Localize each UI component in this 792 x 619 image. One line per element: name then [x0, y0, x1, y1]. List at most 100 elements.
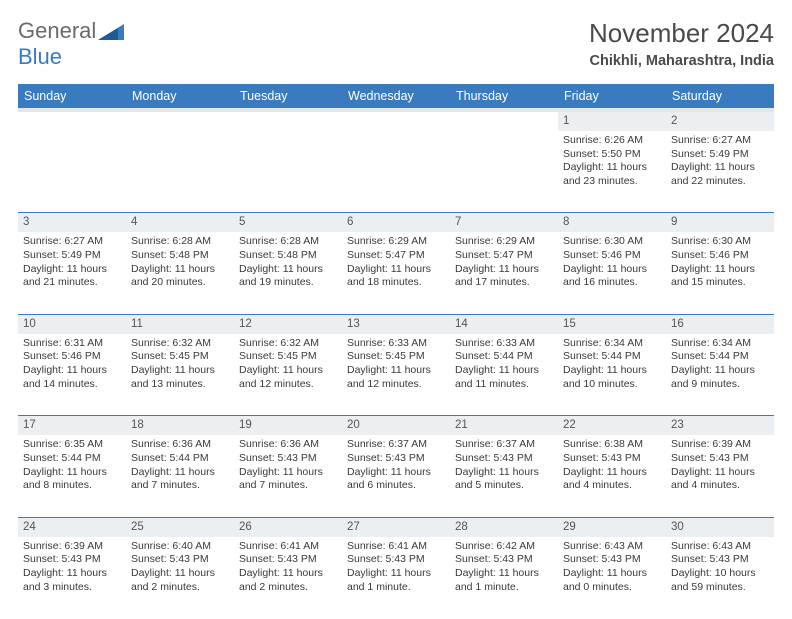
day-content-cell: Sunrise: 6:29 AMSunset: 5:47 PMDaylight:…	[342, 232, 450, 314]
logo: General Blue	[18, 18, 126, 70]
sunset-text: Sunset: 5:46 PM	[563, 249, 661, 263]
sunrise-text: Sunrise: 6:30 AM	[563, 235, 661, 249]
sunrise-text: Sunrise: 6:28 AM	[131, 235, 229, 249]
weekday-monday: Monday	[126, 84, 234, 110]
sunset-text: Sunset: 5:43 PM	[131, 553, 229, 567]
daylight-text-1: Daylight: 11 hours	[671, 161, 769, 175]
day-number-cell: 8	[558, 213, 666, 232]
day-content-cell: Sunrise: 6:28 AMSunset: 5:48 PMDaylight:…	[126, 232, 234, 314]
day-content-cell: Sunrise: 6:32 AMSunset: 5:45 PMDaylight:…	[234, 334, 342, 416]
day-number-cell: 14	[450, 314, 558, 333]
day-content-cell	[234, 131, 342, 213]
weekday-friday: Friday	[558, 84, 666, 110]
daylight-text-1: Daylight: 11 hours	[671, 263, 769, 277]
day-number-cell: 1	[558, 110, 666, 131]
daylight-text-2: and 22 minutes.	[671, 175, 769, 189]
daylight-text-2: and 7 minutes.	[239, 479, 337, 493]
daylight-text-1: Daylight: 11 hours	[455, 567, 553, 581]
day-number-cell: 16	[666, 314, 774, 333]
daylight-text-1: Daylight: 11 hours	[455, 263, 553, 277]
daylight-text-2: and 4 minutes.	[671, 479, 769, 493]
day-content-cell: Sunrise: 6:27 AMSunset: 5:49 PMDaylight:…	[18, 232, 126, 314]
daylight-text-1: Daylight: 10 hours	[671, 567, 769, 581]
day-content-cell: Sunrise: 6:42 AMSunset: 5:43 PMDaylight:…	[450, 537, 558, 619]
weekday-header-row: Sunday Monday Tuesday Wednesday Thursday…	[18, 84, 774, 110]
day-number-cell: 19	[234, 416, 342, 435]
sunrise-text: Sunrise: 6:30 AM	[671, 235, 769, 249]
daylight-text-1: Daylight: 11 hours	[455, 364, 553, 378]
daylight-text-1: Daylight: 11 hours	[239, 466, 337, 480]
weekday-thursday: Thursday	[450, 84, 558, 110]
daylight-text-1: Daylight: 11 hours	[671, 466, 769, 480]
daynum-row: 17181920212223	[18, 416, 774, 435]
sunrise-text: Sunrise: 6:35 AM	[23, 438, 121, 452]
day-number-cell: 24	[18, 517, 126, 536]
sunrise-text: Sunrise: 6:27 AM	[671, 134, 769, 148]
daylight-text-2: and 16 minutes.	[563, 276, 661, 290]
sunset-text: Sunset: 5:43 PM	[239, 452, 337, 466]
daylight-text-2: and 6 minutes.	[347, 479, 445, 493]
daylight-text-2: and 12 minutes.	[239, 378, 337, 392]
daylight-text-2: and 0 minutes.	[563, 581, 661, 595]
sunset-text: Sunset: 5:49 PM	[23, 249, 121, 263]
day-number-cell	[126, 110, 234, 131]
logo-triangle-icon	[98, 22, 126, 42]
daylight-text-2: and 2 minutes.	[131, 581, 229, 595]
daylight-text-2: and 4 minutes.	[563, 479, 661, 493]
sunset-text: Sunset: 5:44 PM	[563, 350, 661, 364]
day-content-cell: Sunrise: 6:39 AMSunset: 5:43 PMDaylight:…	[18, 537, 126, 619]
daylight-text-1: Daylight: 11 hours	[455, 466, 553, 480]
sunrise-text: Sunrise: 6:31 AM	[23, 337, 121, 351]
daylight-text-1: Daylight: 11 hours	[131, 567, 229, 581]
sunrise-text: Sunrise: 6:43 AM	[671, 540, 769, 554]
daylight-text-1: Daylight: 11 hours	[347, 567, 445, 581]
daylight-text-2: and 8 minutes.	[23, 479, 121, 493]
sunrise-text: Sunrise: 6:39 AM	[23, 540, 121, 554]
daylight-text-2: and 7 minutes.	[131, 479, 229, 493]
sunrise-text: Sunrise: 6:34 AM	[671, 337, 769, 351]
day-content-cell: Sunrise: 6:43 AMSunset: 5:43 PMDaylight:…	[558, 537, 666, 619]
sunset-text: Sunset: 5:49 PM	[671, 148, 769, 162]
day-number-cell: 15	[558, 314, 666, 333]
day-content-cell: Sunrise: 6:34 AMSunset: 5:44 PMDaylight:…	[558, 334, 666, 416]
sunset-text: Sunset: 5:43 PM	[455, 452, 553, 466]
content-row: Sunrise: 6:39 AMSunset: 5:43 PMDaylight:…	[18, 537, 774, 619]
sunrise-text: Sunrise: 6:32 AM	[131, 337, 229, 351]
day-content-cell: Sunrise: 6:39 AMSunset: 5:43 PMDaylight:…	[666, 435, 774, 517]
daylight-text-2: and 23 minutes.	[563, 175, 661, 189]
day-content-cell: Sunrise: 6:34 AMSunset: 5:44 PMDaylight:…	[666, 334, 774, 416]
daylight-text-1: Daylight: 11 hours	[563, 567, 661, 581]
daynum-row: 10111213141516	[18, 314, 774, 333]
day-number-cell: 9	[666, 213, 774, 232]
day-number-cell: 26	[234, 517, 342, 536]
day-number-cell: 3	[18, 213, 126, 232]
daylight-text-2: and 10 minutes.	[563, 378, 661, 392]
day-number-cell	[342, 110, 450, 131]
sunset-text: Sunset: 5:43 PM	[455, 553, 553, 567]
content-row: Sunrise: 6:31 AMSunset: 5:46 PMDaylight:…	[18, 334, 774, 416]
logo-word2: Blue	[18, 44, 62, 69]
sunrise-text: Sunrise: 6:38 AM	[563, 438, 661, 452]
daylight-text-1: Daylight: 11 hours	[671, 364, 769, 378]
sunrise-text: Sunrise: 6:41 AM	[239, 540, 337, 554]
daylight-text-1: Daylight: 11 hours	[23, 364, 121, 378]
daylight-text-1: Daylight: 11 hours	[347, 263, 445, 277]
sunset-text: Sunset: 5:48 PM	[239, 249, 337, 263]
weekday-sunday: Sunday	[18, 84, 126, 110]
sunrise-text: Sunrise: 6:33 AM	[347, 337, 445, 351]
day-content-cell	[342, 131, 450, 213]
sunrise-text: Sunrise: 6:36 AM	[239, 438, 337, 452]
day-number-cell	[234, 110, 342, 131]
day-content-cell: Sunrise: 6:40 AMSunset: 5:43 PMDaylight:…	[126, 537, 234, 619]
day-number-cell: 22	[558, 416, 666, 435]
day-content-cell: Sunrise: 6:36 AMSunset: 5:43 PMDaylight:…	[234, 435, 342, 517]
daylight-text-1: Daylight: 11 hours	[347, 364, 445, 378]
day-number-cell: 7	[450, 213, 558, 232]
day-number-cell: 2	[666, 110, 774, 131]
daylight-text-1: Daylight: 11 hours	[563, 364, 661, 378]
day-number-cell: 5	[234, 213, 342, 232]
daylight-text-2: and 9 minutes.	[671, 378, 769, 392]
day-number-cell: 29	[558, 517, 666, 536]
day-number-cell: 21	[450, 416, 558, 435]
day-number-cell: 17	[18, 416, 126, 435]
